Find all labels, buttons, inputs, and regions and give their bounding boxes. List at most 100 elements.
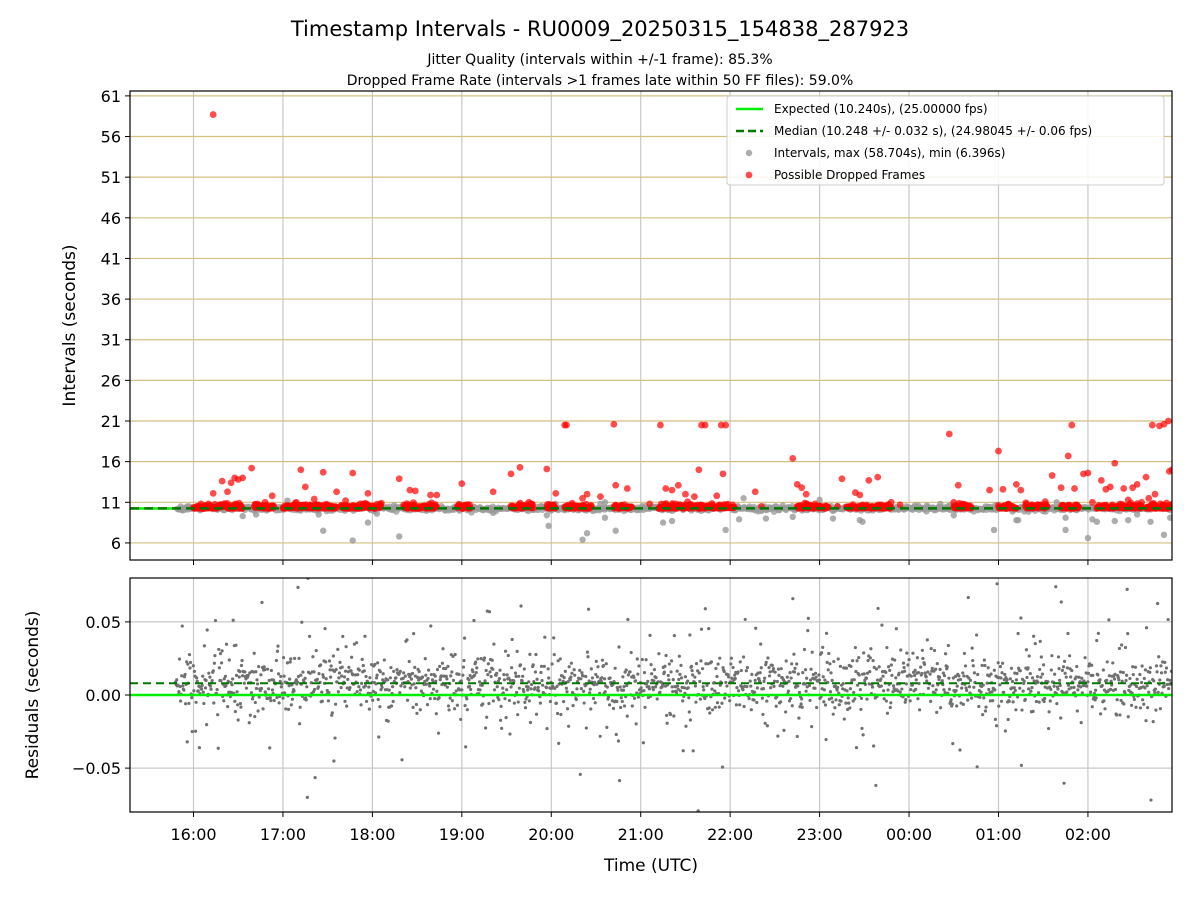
- residual-point: [970, 646, 974, 650]
- residual-point: [226, 679, 230, 683]
- residual-point: [209, 687, 213, 691]
- residual-point: [526, 685, 530, 689]
- interval-point: [1053, 499, 1060, 506]
- residual-point: [1016, 631, 1020, 636]
- residual-point: [1047, 710, 1051, 714]
- residual-point: [1103, 707, 1107, 711]
- residual-point: [201, 674, 205, 678]
- residual-point: [1126, 632, 1130, 636]
- residual-point: [255, 682, 260, 686]
- residual-point: [752, 698, 756, 702]
- residual-point: [727, 675, 731, 679]
- residual-point: [276, 672, 281, 676]
- residual-point: [847, 701, 851, 705]
- residual-point: [1052, 684, 1056, 688]
- residual-point: [822, 688, 826, 692]
- residual-point: [639, 686, 643, 690]
- residuals-x-tick-label: 18:00: [349, 825, 395, 844]
- residual-point: [983, 709, 988, 713]
- residual-point: [1027, 687, 1031, 691]
- residual-point: [914, 678, 918, 682]
- residual-point: [1031, 709, 1035, 713]
- residual-point: [223, 674, 228, 678]
- residual-point: [460, 688, 464, 692]
- residual-point: [285, 661, 290, 665]
- chart-subtitle-jitter: Jitter Quality (intervals within +/-1 fr…: [426, 52, 772, 68]
- interval-point: [364, 519, 372, 526]
- residual-point: [378, 705, 382, 709]
- residual-point: [339, 686, 343, 690]
- residual-point: [1148, 670, 1152, 674]
- residual-point: [962, 651, 967, 656]
- residual-point: [550, 662, 554, 666]
- dropped-frame-point: [489, 488, 497, 496]
- legend: Expected (10.240s), (25.00000 fps) Median…: [726, 95, 1165, 186]
- residual-point: [536, 685, 540, 689]
- residual-point: [1065, 690, 1069, 694]
- dropped-frame-point: [719, 470, 727, 478]
- residual-point: [433, 696, 437, 701]
- residual-point: [523, 706, 528, 710]
- residual-point: [399, 684, 403, 688]
- residual-point: [219, 661, 224, 665]
- residual-point: [333, 702, 338, 706]
- residual-point: [355, 689, 359, 694]
- residual-point: [371, 698, 375, 702]
- residual-point: [942, 688, 946, 692]
- residual-point: [246, 673, 250, 677]
- interval-point: [601, 514, 609, 521]
- residual-point: [971, 658, 975, 663]
- residual-point: [398, 691, 402, 695]
- residual-point: [657, 652, 661, 656]
- residual-point: [217, 647, 221, 652]
- residual-point: [617, 645, 621, 649]
- residual-point: [943, 691, 947, 695]
- residual-point: [644, 658, 648, 662]
- residual-point: [507, 698, 512, 703]
- residual-point: [1123, 691, 1127, 695]
- residual-point: [1061, 665, 1066, 669]
- residual-point: [506, 653, 510, 658]
- residual-point: [485, 715, 489, 719]
- intervals-y-tick-label: 31: [101, 331, 121, 350]
- residual-point: [1018, 686, 1022, 690]
- residual-point: [741, 655, 746, 659]
- residual-point: [648, 633, 652, 638]
- residual-point: [516, 713, 520, 717]
- residual-point: [293, 656, 297, 660]
- residual-point: [239, 705, 243, 709]
- residual-point: [1117, 678, 1121, 682]
- residual-point: [855, 683, 860, 687]
- residual-point: [997, 704, 1001, 708]
- residual-point: [1107, 674, 1112, 678]
- residual-point: [698, 679, 702, 684]
- residual-point: [796, 684, 800, 688]
- residual-point: [1129, 703, 1134, 708]
- interval-point: [668, 517, 676, 525]
- residual-point: [967, 676, 971, 680]
- dropped-frame-point: [623, 485, 631, 492]
- residual-point: [1069, 675, 1073, 679]
- residual-point: [920, 648, 924, 652]
- interval-point: [579, 536, 586, 543]
- residual-point: [637, 664, 641, 668]
- residual-point: [718, 656, 722, 660]
- interval-point: [990, 526, 998, 534]
- residual-point: [359, 703, 363, 707]
- residual-point: [836, 657, 840, 661]
- residual-point: [867, 682, 871, 686]
- residual-point: [929, 699, 933, 703]
- residual-point: [996, 661, 1000, 665]
- residual-point: [928, 672, 932, 676]
- residual-point: [767, 674, 772, 678]
- residual-point: [558, 678, 562, 682]
- residual-point: [581, 674, 585, 678]
- residual-point: [946, 643, 950, 648]
- dropped-frame-point: [950, 498, 958, 506]
- residual-point: [1140, 664, 1144, 668]
- interval-point: [740, 495, 747, 502]
- residual-point: [693, 684, 697, 688]
- residual-point: [889, 701, 893, 705]
- residual-point: [1014, 708, 1018, 712]
- residual-point: [681, 699, 685, 703]
